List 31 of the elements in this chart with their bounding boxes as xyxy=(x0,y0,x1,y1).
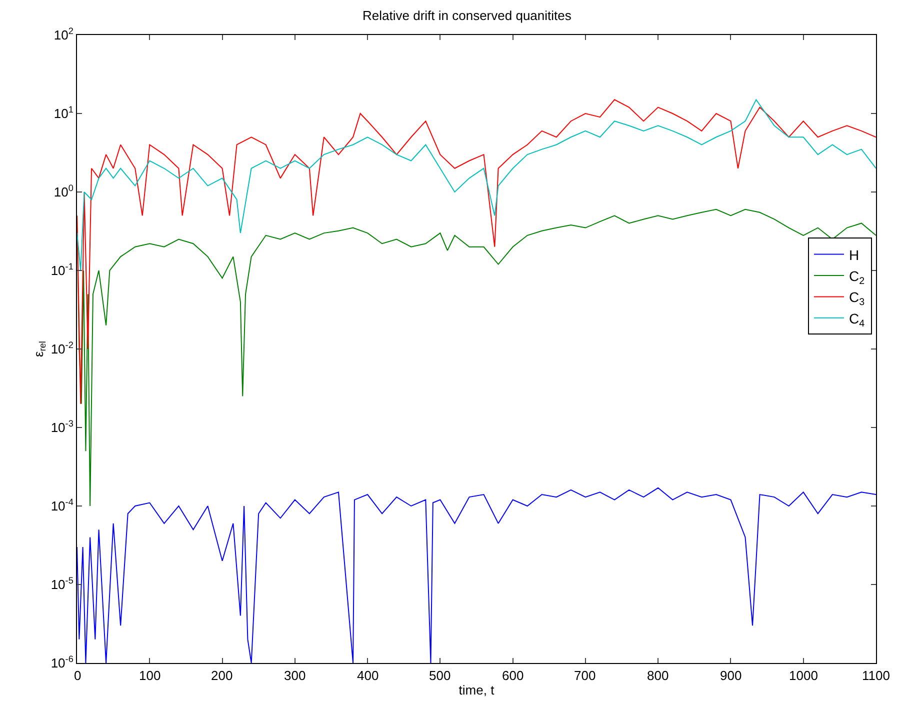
x-tick-label: 500 xyxy=(429,668,451,683)
x-tick-label: 1100 xyxy=(862,668,890,683)
line-series xyxy=(77,487,876,663)
legend-label: C$_{3}$ xyxy=(849,289,866,308)
x-tick-label: 900 xyxy=(720,668,742,683)
y-tick-label: 10$^{-2}$ xyxy=(50,340,74,357)
chart-title: Relative drift in conserved quanitites xyxy=(362,8,572,23)
legend-label: H xyxy=(849,246,860,263)
legend-label: C$_{2}$ xyxy=(849,268,865,287)
y-tick-label: 10$^{1}$ xyxy=(54,104,74,122)
line-series xyxy=(77,99,876,271)
y-tick-label: 10$^{0}$ xyxy=(54,183,74,200)
y-tick-label: 10$^{-1}$ xyxy=(50,262,74,278)
x-tick-label: 200 xyxy=(211,668,233,683)
legend-label: C$_{4}$ xyxy=(849,310,866,330)
x-tick-label: 800 xyxy=(647,668,669,683)
x-axis-title: time, t xyxy=(458,682,495,698)
x-tick-label: 100 xyxy=(139,668,161,683)
y-tick-label: 10$^{2}$ xyxy=(54,26,74,43)
x-tick-label: 700 xyxy=(574,668,596,683)
x-tick-label: 600 xyxy=(502,668,524,683)
y-tick-label: 10$^{-5}$ xyxy=(50,576,74,592)
line-series xyxy=(77,208,876,506)
y-tick-label: 10$^{-6}$ xyxy=(50,654,74,671)
line-series xyxy=(77,99,876,404)
y-tick-label: 10$^{-3}$ xyxy=(50,418,74,436)
y-tick-label: 10$^{-4}$ xyxy=(50,497,74,514)
x-tick-label: 0 xyxy=(74,668,82,683)
x-tick-label: 300 xyxy=(284,668,306,683)
x-tick-label: 400 xyxy=(357,668,379,683)
x-tick-label: 1000 xyxy=(789,668,818,683)
